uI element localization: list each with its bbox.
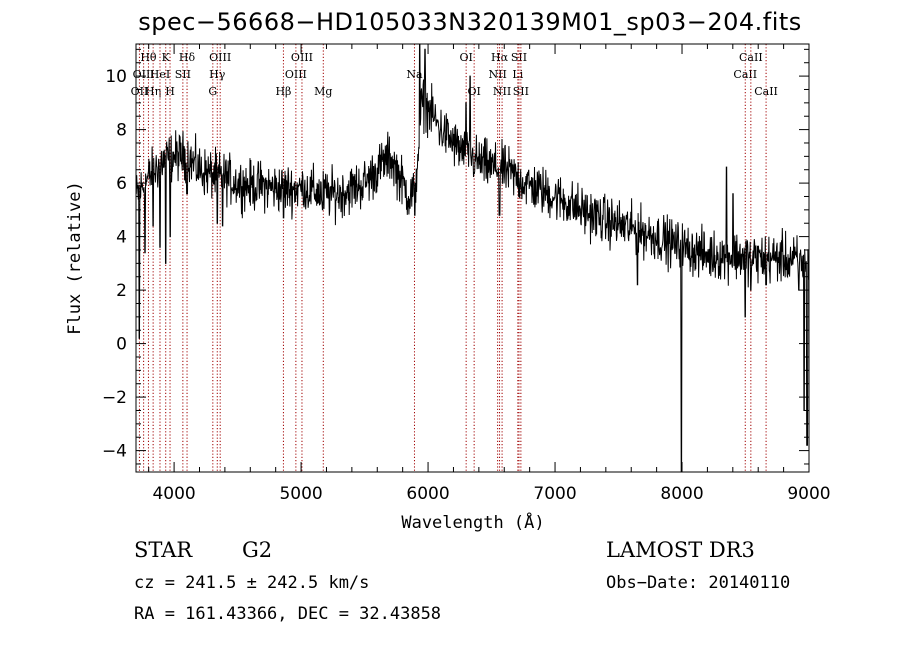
x-tick-label: 7000 [533,484,576,504]
line-label-10: Hγ [209,68,226,81]
axis-ticks: 4000 5000 6000 7000 8000 9000 −4 −2 0 2 4 6 8 10 [102,44,831,504]
line-label-24: SII [513,85,529,98]
line-label-12: Hβ [275,85,291,98]
line-label-25: CaII [733,68,757,81]
y-tick-label: 0 [116,335,127,355]
x-tick-label: 8000 [660,484,703,504]
redshift-velocity: cz = 241.5 ± 242.5 km/s [134,573,370,593]
line-label-3: Hη [145,85,161,98]
coordinates: RA = 161.43366, DEC = 32.43858 [134,604,442,624]
line-label-14: OIII [291,51,313,64]
line-label-11: OIII [209,51,231,64]
y-tick-label: 10 [105,67,127,87]
object-subclass: G2 [242,538,273,562]
y-tick-label: 6 [116,174,127,194]
spectrum-series [135,43,810,473]
y-tick-label: 4 [116,228,127,248]
line-label-27: CaII [754,85,778,98]
line-label-0: OII [131,85,149,98]
line-label-4: HeI [150,68,170,81]
line-label-5: K [162,51,171,64]
line-label-19: NII [488,68,506,81]
x-tick-label: 6000 [406,484,449,504]
y-axis-label: Flux (relative) [65,181,85,335]
y-tick-label: 8 [116,121,127,141]
object-class: STAR [134,538,193,562]
line-label-9: G [208,85,217,98]
line-label-17: OI [459,51,472,64]
x-axis-label: Wavelength (Å) [401,511,544,533]
line-label-8: Hδ [179,51,196,64]
x-tick-label: 4000 [152,484,195,504]
plot-frame [135,43,810,473]
line-label-6: H [165,85,175,98]
line-label-20: Hα [491,51,509,64]
line-label-16: Na [406,68,423,81]
y-tick-label: 2 [116,281,127,301]
x-tick-label: 5000 [279,484,322,504]
spectrum-layer [135,43,810,473]
line-label-13: OIII [285,68,307,81]
line-label-1: Hθ [140,51,157,64]
line-label-26: CaII [739,51,763,64]
line-label-7: SII [175,68,191,81]
observation-date: Obs−Date: 20140110 [606,573,791,593]
line-markers: OIIHθOIIIHηHeIKHSIIHδGHγOIIIHβOIIIOIIIMg… [131,44,778,472]
x-tick-label: 9000 [787,484,830,504]
line-label-21: NII [493,85,511,98]
line-label-22: Li [512,68,523,81]
line-label-23: SII [511,51,527,64]
y-tick-label: −4 [102,442,127,462]
y-tick-label: −2 [102,388,127,408]
line-label-2: OIII [133,68,155,81]
survey-name: LAMOST DR3 [606,538,755,562]
chart-title: spec−56668−HD105033N320139M01_sp03−204.f… [138,8,802,36]
line-label-15: Mg [314,85,332,98]
